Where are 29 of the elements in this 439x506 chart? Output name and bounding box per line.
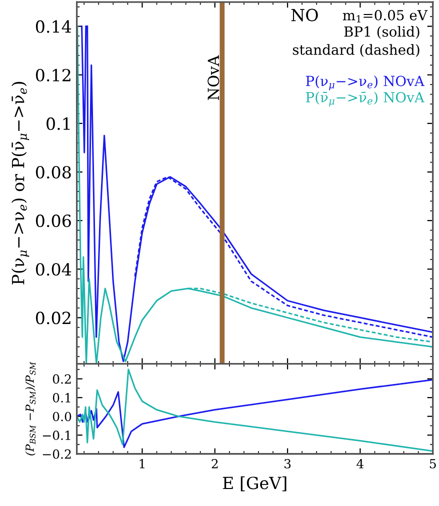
x-tick-label: 1 [140, 458, 144, 468]
annotation: standard (dashed) [292, 44, 420, 57]
x-tick-label: 3 [284, 458, 291, 468]
y-tick-label: −0.2 [42, 449, 71, 459]
y-tick-label: 0.2 [52, 374, 71, 384]
y-tick-label: 0.1 [46, 117, 70, 130]
y-tick-label: 0.12 [36, 68, 70, 82]
x-axis-title: E [GeV] [222, 476, 286, 492]
text: P(ν$_{μ}$−>ν$_{e}$) or P(ν̄$_{μ}$−>ν̄$_{e}$) [11, 82, 30, 284]
x-tick-label: 5 [430, 459, 436, 468]
y-axis-title: (P$_{BSM}$ −P$_{SM}$)/P$_{SM}$ [25, 362, 36, 456]
y-tick-label: 0.14 [36, 20, 72, 33]
text: P(ν$_{μ}$−>ν$_{e}$) NOvA [306, 75, 425, 90]
y-tick-label: 0.0 [52, 412, 72, 422]
annotation: BP1 (solid) [344, 26, 420, 39]
y-tick-label: 0.02 [36, 312, 70, 324]
y-tick-label: 0.04 [36, 263, 72, 276]
ref-line-label: NOvA [208, 55, 220, 100]
annotation: m$_{1}$=0.05 eV [342, 10, 428, 22]
text: P(ν̄$_{μ}$−>ν̄$_{e}$) NOvA [306, 92, 425, 106]
line-series [76, 368, 433, 452]
y-tick-label: 0.1 [52, 393, 70, 403]
y-tick-label: 0.06 [36, 214, 71, 228]
line-series [76, 379, 433, 448]
y-tick-label: 0.08 [36, 166, 71, 179]
annotation: NO [291, 8, 318, 22]
x-tick-label: 4 [356, 458, 364, 468]
y-tick-label: −0.1 [42, 430, 70, 440]
x-tick-label: 2 [212, 458, 218, 468]
